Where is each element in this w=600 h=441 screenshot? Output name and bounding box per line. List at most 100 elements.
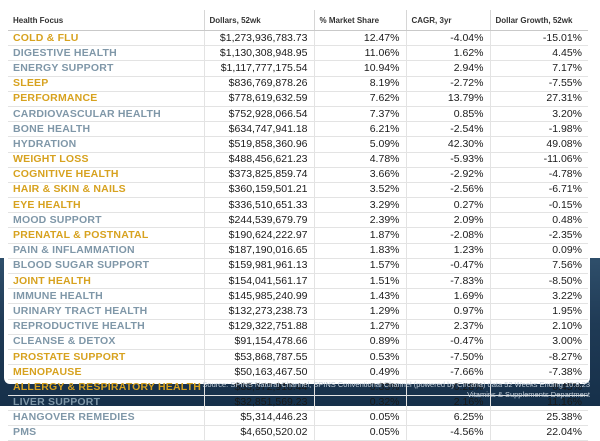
dollar-growth-cell: -8.50%: [489, 273, 588, 290]
table-row: PMS $4,650,520.02 0.05% -4.56% 22.04%: [8, 425, 588, 441]
table-row: IMMUNE HEALTH $145,985,240.99 1.43% 1.69% 3.…: [8, 288, 588, 305]
dollars-cell: $53,868,787.55: [203, 349, 314, 366]
table-row: SLEEP $836,769,878.26 8.19% -2.72% -7.55%: [8, 76, 588, 92]
market-share-cell: 1.27%: [313, 319, 406, 335]
health-focus-cell: REPRODUCTIVE HEALTH: [8, 319, 204, 335]
health-focus-cell: EYE HEALTH: [8, 197, 204, 214]
cagr-cell: -0.47%: [405, 334, 490, 350]
table-row: BONE HEALTH $634,747,941.18 6.21% -2.54% -1.…: [8, 121, 588, 138]
header-health-focus: Health Focus: [8, 10, 204, 31]
health-focus-cell: ALLERGY & RESPIRATORY HEALTH: [8, 379, 204, 396]
header-market-share: % Market Share: [313, 10, 406, 31]
cagr-cell: -4.04%: [405, 30, 490, 47]
table-row: MENOPAUSE $50,163,467.50 0.49% -7.66% -7.38%: [8, 364, 588, 381]
header-dollars: Dollars, 52wk: [203, 10, 314, 31]
dollars-cell: $33,972,910.44: [203, 379, 314, 396]
dollar-growth-cell: 3.00%: [489, 334, 588, 350]
table-row: HANGOVER REMEDIES $5,314,446.23 0.05% 6.25%…: [8, 410, 588, 426]
cagr-cell: 0.27%: [405, 197, 490, 214]
header-dollar-growth: Dollar Growth, 52wk: [489, 10, 588, 31]
health-focus-cell: BLOOD SUGAR SUPPORT: [8, 258, 204, 275]
dollars-cell: $187,190,016.65: [203, 243, 314, 259]
market-share-cell: 7.62%: [313, 91, 406, 107]
table-row: HYDRATION $519,858,360.96 5.09% 42.30% 49.08…: [8, 136, 588, 153]
market-share-cell: 1.57%: [313, 258, 406, 275]
market-share-cell: 1.51%: [313, 273, 406, 290]
cagr-cell: 1.69%: [405, 288, 490, 305]
table-row: PRENATAL & POSTNATAL $190,624,222.97 1.87%…: [8, 227, 588, 244]
market-share-cell: 11.06%: [313, 45, 406, 62]
header-row: Health Focus Dollars, 52wk % Market Shar…: [8, 10, 588, 31]
market-share-cell: 1.83%: [313, 243, 406, 259]
dollar-growth-cell: 2.10%: [489, 319, 588, 335]
dollars-cell: $778,619,632.59: [203, 91, 314, 107]
cagr-cell: 13.79%: [405, 91, 490, 107]
table-card: Health Focus Dollars, 52wk % Market Shar…: [4, 4, 590, 441]
health-focus-cell: ENERGY SUPPORT: [8, 60, 204, 77]
health-focus-cell: URINARY TRACT HEALTH: [8, 303, 204, 320]
market-share-cell: 3.52%: [313, 182, 406, 199]
table-row: JOINT HEALTH $154,041,561.17 1.51% -7.83% -8…: [8, 273, 588, 290]
market-share-cell: 3.29%: [313, 197, 406, 214]
dollar-growth-cell: -11.06%: [489, 152, 588, 168]
market-share-cell: 1.29%: [313, 303, 406, 320]
dollars-cell: $244,539,679.79: [203, 212, 314, 229]
department-line: Vitamins & Supplements Department: [467, 390, 590, 399]
dollars-cell: $752,928,066.54: [203, 106, 314, 123]
market-share-cell: 1.87%: [313, 227, 406, 244]
dollar-growth-cell: -2.35%: [489, 227, 588, 244]
dollars-cell: $50,163,467.50: [203, 364, 314, 381]
dollars-cell: $132,273,238.73: [203, 303, 314, 320]
health-focus-cell: JOINT HEALTH: [8, 273, 204, 290]
dollar-growth-cell: 0.48%: [489, 212, 588, 229]
market-share-cell: 12.47%: [313, 30, 406, 47]
health-focus-cell: PERFORMANCE: [8, 91, 204, 107]
cagr-cell: 0.97%: [405, 303, 490, 320]
dollar-growth-cell: 7.17%: [489, 60, 588, 77]
market-share-cell: 7.37%: [313, 106, 406, 123]
health-focus-cell: BONE HEALTH: [8, 121, 204, 138]
cagr-cell: 2.37%: [405, 319, 490, 335]
cagr-cell: -2.08%: [405, 227, 490, 244]
table-row: URINARY TRACT HEALTH $132,273,238.73 1.29%…: [8, 303, 588, 320]
dollar-growth-cell: 25.38%: [489, 410, 588, 426]
market-share-cell: 0.49%: [313, 364, 406, 381]
dollars-cell: $190,624,222.97: [203, 227, 314, 244]
dollars-cell: $336,510,651.33: [203, 197, 314, 214]
table-row: COLD & FLU $1,273,936,783.73 12.47% -4.04% -…: [8, 30, 588, 47]
table-row: PROSTATE SUPPORT $53,868,787.55 0.53% -7.50…: [8, 349, 588, 366]
dollar-growth-cell: 22.04%: [489, 425, 588, 441]
cagr-cell: 1.62%: [405, 45, 490, 62]
dollars-cell: $1,273,936,783.73: [203, 30, 314, 47]
dollar-growth-cell: -8.45%: [489, 379, 588, 396]
dollars-cell: $360,159,501.21: [203, 182, 314, 199]
market-share-cell: 6.21%: [313, 121, 406, 138]
health-focus-cell: PAIN & INFLAMMATION: [8, 243, 204, 259]
cagr-cell: -7.50%: [405, 349, 490, 366]
health-focus-cell: PROSTATE SUPPORT: [8, 349, 204, 366]
health-focus-cell: HAIR & SKIN & NAILS: [8, 182, 204, 199]
cagr-cell: -7.83%: [405, 273, 490, 290]
cagr-cell: 2.94%: [405, 60, 490, 77]
cagr-cell: -0.28%: [405, 379, 490, 396]
market-share-cell: 0.05%: [313, 425, 406, 441]
market-share-cell: 0.89%: [313, 334, 406, 350]
market-share-cell: 2.39%: [313, 212, 406, 229]
dollar-growth-cell: -7.55%: [489, 76, 588, 92]
cagr-cell: -7.66%: [405, 364, 490, 381]
health-focus-cell: DIGESTIVE HEALTH: [8, 45, 204, 62]
health-focus-cell: COLD & FLU: [8, 30, 204, 47]
cagr-cell: -2.54%: [405, 121, 490, 138]
health-focus-cell: PRENATAL & POSTNATAL: [8, 227, 204, 244]
health-focus-cell: IMMUNE HEALTH: [8, 288, 204, 305]
dollars-cell: $634,747,941.18: [203, 121, 314, 138]
dollar-growth-cell: -8.27%: [489, 349, 588, 366]
table-row: HAIR & SKIN & NAILS $360,159,501.21 3.52% -…: [8, 182, 588, 199]
table-row: COGNITIVE HEALTH $373,825,859.74 3.66% -2.9…: [8, 167, 588, 183]
health-focus-cell: HANGOVER REMEDIES: [8, 410, 204, 426]
health-focus-cell: SLEEP: [8, 76, 204, 92]
cagr-cell: -2.56%: [405, 182, 490, 199]
dollars-cell: $519,858,360.96: [203, 136, 314, 153]
dollar-growth-cell: 27.31%: [489, 91, 588, 107]
cagr-cell: -5.93%: [405, 152, 490, 168]
